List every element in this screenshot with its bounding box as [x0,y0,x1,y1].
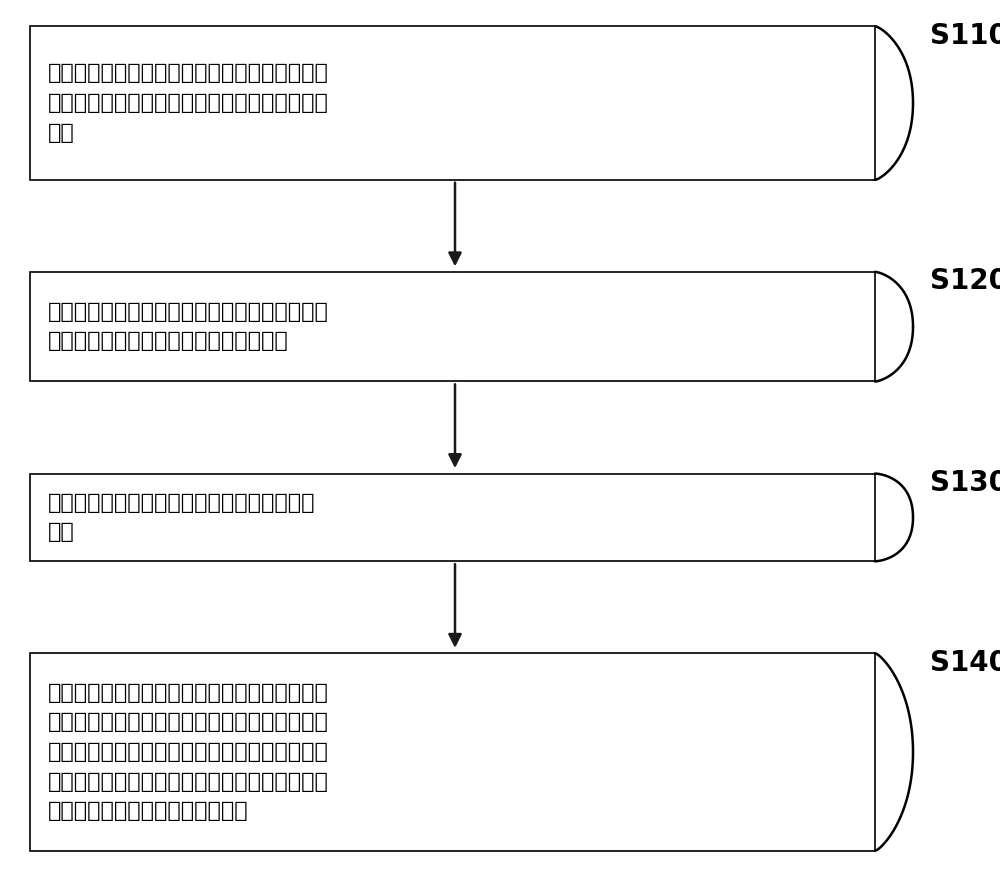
Text: S140: S140 [930,649,1000,677]
Text: 在各个工站，由读取设备读取所述物料的标识
代码: 在各个工站，由读取设备读取所述物料的标识 代码 [48,493,316,542]
Text: 将电池组生产物料的标识代码与在相应工站对所
述物料实施的装配工序对应起来保存到系统数据
库中: 将电池组生产物料的标识代码与在相应工站对所 述物料实施的装配工序对应起来保存到系… [48,63,329,143]
Text: 在托板上粘贴物料的标识代码，并将所述物料放
置于托板上来在流水线上流动到各个工站: 在托板上粘贴物料的标识代码，并将所述物料放 置于托板上来在流水线上流动到各个工站 [48,302,329,352]
Text: S120: S120 [930,267,1000,296]
FancyBboxPatch shape [30,474,875,561]
Text: 工站控制系统根据所述读取设备读取的所述物料
的标识代码与相应工站的工站号，从所述系统数
据库获取该对到达当前工站的托板上的物料实施
的装配工序，并使所述各工站对: 工站控制系统根据所述读取设备读取的所述物料 的标识代码与相应工站的工站号，从所述… [48,683,329,821]
FancyBboxPatch shape [30,26,875,180]
FancyBboxPatch shape [30,272,875,381]
Text: S110: S110 [930,22,1000,50]
FancyBboxPatch shape [30,653,875,851]
Text: S130: S130 [930,469,1000,497]
